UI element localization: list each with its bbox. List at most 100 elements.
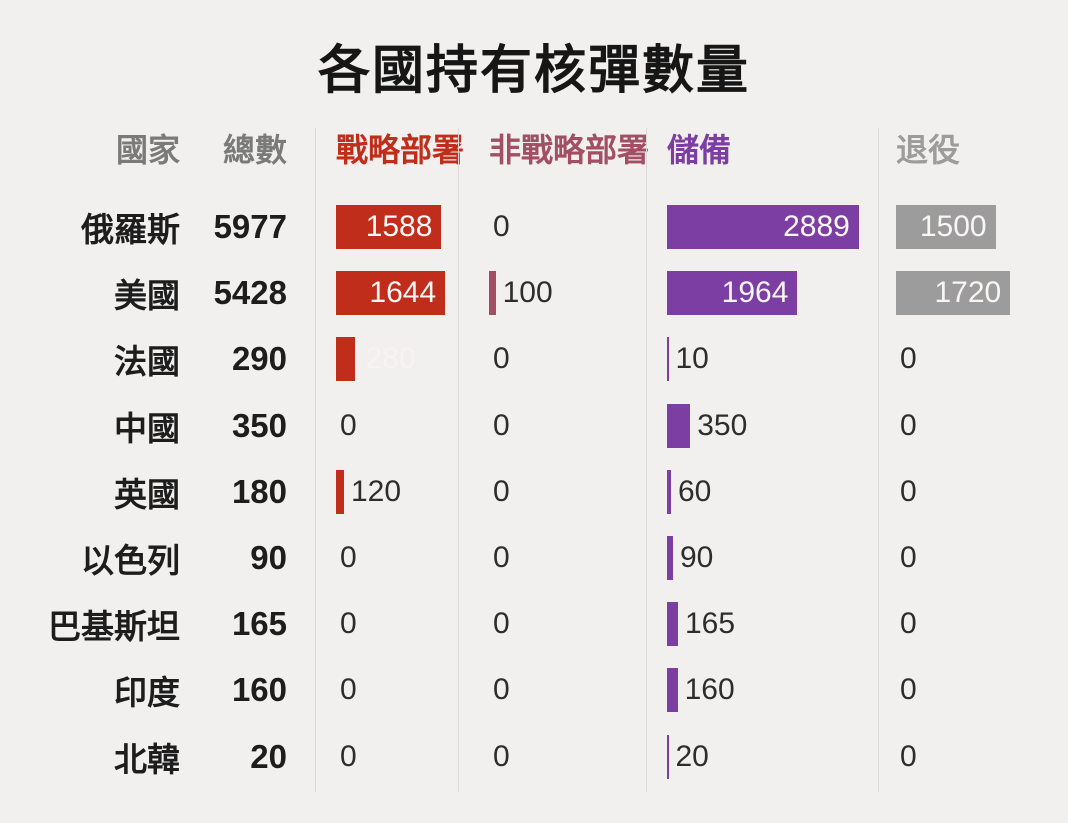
bar-value-label: 0 (900, 607, 917, 641)
cell-stockpile: 350 (667, 393, 747, 459)
bar-value-label: 1588 (365, 210, 433, 244)
cell-nonstrategic-deployed: 0 (489, 591, 510, 657)
bar-strategic-deployed (336, 337, 355, 382)
cell-nonstrategic-deployed: 0 (489, 525, 510, 591)
bar-value-label: 0 (340, 607, 357, 641)
column-header-stockpile: 儲備 (667, 132, 732, 168)
cell-retired: 0 (896, 393, 917, 459)
bar-value-label: 0 (493, 739, 510, 773)
bar-value-label: 1964 (721, 276, 789, 310)
bar-value-label: 350 (697, 408, 748, 442)
bar-stockpile (667, 668, 678, 713)
cell-stockpile: 90 (667, 525, 713, 591)
cell-nonstrategic-deployed: 0 (489, 657, 510, 723)
cell-stockpile: 1964 (667, 260, 798, 326)
country-label: 法國 (114, 343, 180, 381)
bar-strategic-deployed: 1644 (336, 271, 446, 316)
bar-value-label: 1644 (369, 276, 437, 310)
bar-value-label: 0 (493, 210, 510, 244)
bar-value-label: 0 (340, 541, 357, 575)
table-row: 印度 160 0 0 160 0 (0, 657, 1068, 723)
bar-value-label: 1720 (934, 276, 1002, 310)
bar-value-label: 0 (493, 607, 510, 641)
column-divider (458, 128, 459, 792)
cell-nonstrategic-deployed: 0 (489, 393, 510, 459)
cell-retired: 1720 (896, 260, 1011, 326)
table-row: 北韓 20 0 0 20 0 (0, 724, 1068, 790)
bar-value-label: 0 (900, 474, 917, 508)
cell-retired: 0 (896, 657, 917, 723)
bar-value-label: 0 (493, 408, 510, 442)
cell-strategic-deployed: 0 (336, 393, 357, 459)
bar-stockpile (667, 536, 673, 581)
bar-value-label: 0 (900, 739, 917, 773)
column-header-retired: 退役 (896, 132, 961, 168)
cell-stockpile: 60 (667, 459, 711, 525)
bar-value-label: 1500 (919, 210, 987, 244)
cell-strategic-deployed: 120 (336, 459, 401, 525)
column-header-total: 總數 (222, 132, 287, 168)
chart-title: 各國持有核彈數量 (317, 42, 750, 100)
country-label: 俄羅斯 (81, 211, 180, 249)
cell-stockpile: 10 (667, 326, 709, 392)
bar-strategic-deployed (336, 469, 344, 514)
bar-stockpile (667, 734, 669, 779)
cell-nonstrategic-deployed: 100 (489, 260, 553, 326)
column-header-row: 國家 總數 戰略部署 非戰略部署 儲備 退役 (0, 131, 1068, 169)
bar-value-label: 2889 (783, 210, 850, 244)
cell-strategic-deployed: 0 (336, 724, 357, 790)
bar-value-label: 280 (365, 342, 416, 376)
total-label: 290 (231, 340, 287, 378)
bar-value-label: 0 (493, 342, 510, 376)
bar-value-label: 0 (493, 541, 510, 575)
cell-strategic-deployed: 0 (336, 657, 357, 723)
cell-retired: 0 (896, 724, 917, 790)
column-divider (878, 128, 879, 792)
total-label: 5428 (213, 274, 287, 312)
bar-value-label: 20 (675, 739, 709, 773)
cell-retired: 0 (896, 326, 917, 392)
total-label: 180 (231, 472, 287, 510)
cell-nonstrategic-deployed: 0 (489, 724, 510, 790)
cell-strategic-deployed: 1588 (336, 194, 442, 260)
bar-value-label: 60 (677, 474, 712, 508)
cell-strategic-deployed: 280 (336, 326, 416, 392)
column-divider (315, 128, 316, 792)
bar-value-label: 0 (340, 408, 357, 442)
table-row: 中國 350 0 0 350 0 (0, 393, 1068, 459)
bar-nonstrategic-deployed (489, 271, 496, 316)
table-row: 英國 180 120 0 60 0 (0, 459, 1068, 525)
table-row: 巴基斯坦 165 0 0 165 0 (0, 591, 1068, 657)
cell-strategic-deployed: 1644 (336, 260, 446, 326)
bar-value-label: 0 (900, 541, 917, 575)
bar-stockpile (667, 602, 678, 647)
cell-stockpile: 2889 (667, 194, 859, 260)
bar-value-label: 0 (900, 673, 917, 707)
cell-stockpile: 165 (667, 591, 735, 657)
bar-value-label: 90 (679, 541, 714, 575)
bar-stockpile: 2889 (667, 205, 859, 250)
cell-stockpile: 160 (667, 657, 735, 723)
column-header-strategic-deployed: 戰略部署 (336, 132, 465, 168)
column-header-nonstrategic-deployed: 非戰略部署 (489, 132, 650, 168)
country-label: 巴基斯坦 (48, 608, 180, 646)
total-label: 165 (231, 605, 287, 643)
bar-value-label: 120 (350, 474, 402, 508)
cell-retired: 0 (896, 591, 917, 657)
total-label: 350 (231, 406, 287, 444)
column-divider (646, 128, 647, 792)
bar-retired: 1720 (896, 271, 1011, 316)
bar-value-label: 0 (900, 408, 917, 442)
country-label: 英國 (114, 475, 180, 513)
cell-nonstrategic-deployed: 0 (489, 194, 510, 260)
cell-retired: 0 (896, 525, 917, 591)
bar-value-label: 160 (684, 673, 735, 707)
cell-stockpile: 20 (667, 724, 709, 790)
cell-strategic-deployed: 0 (336, 591, 357, 657)
table-row: 俄羅斯 5977 1588 0 2889 1500 (0, 194, 1068, 260)
country-label: 北韓 (114, 740, 180, 778)
country-label: 美國 (114, 277, 180, 315)
bar-strategic-deployed: 1588 (336, 205, 442, 250)
bar-value-label: 0 (340, 673, 357, 707)
